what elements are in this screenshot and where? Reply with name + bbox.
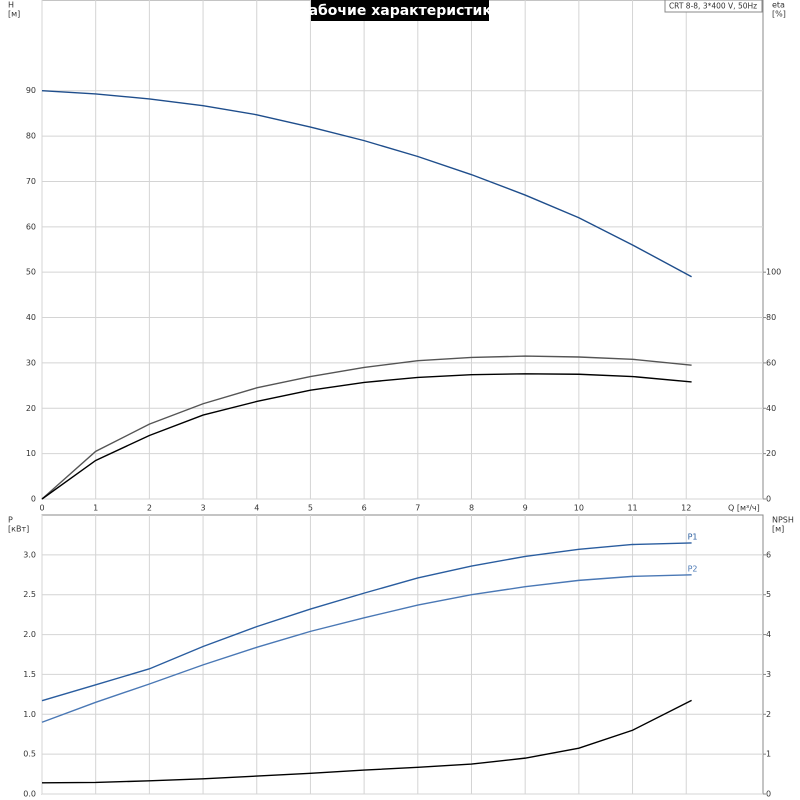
x-tick-label: 8 bbox=[469, 504, 474, 513]
y-axis-label: P bbox=[8, 516, 13, 525]
series-line bbox=[41, 574, 692, 723]
y-tick-label: 70 bbox=[26, 177, 36, 186]
chart-title: Рабочие характеристики bbox=[298, 3, 501, 19]
series-line bbox=[41, 542, 692, 702]
x-tick-label: 5 bbox=[308, 504, 313, 513]
y2-tick-label: 5 bbox=[766, 590, 771, 599]
y2-tick-label: 3 bbox=[766, 670, 771, 679]
y2-axis-label: eta bbox=[772, 1, 785, 10]
y-tick-label: 2.0 bbox=[23, 630, 36, 639]
y2-tick-label: 20 bbox=[766, 449, 776, 458]
y-axis-label: H bbox=[8, 1, 14, 10]
x-tick-label: 1 bbox=[93, 504, 98, 513]
x-tick-label: 9 bbox=[523, 504, 528, 513]
x-tick-label: 3 bbox=[201, 504, 206, 513]
x-axis-label: Q [м³/ч] bbox=[728, 504, 760, 513]
chart-note: CRT 8-8, 3*400 V, 50Hz bbox=[669, 2, 757, 11]
plot-area bbox=[41, 514, 764, 795]
y-axis-unit: [м] bbox=[8, 10, 20, 19]
series-label: P1 bbox=[688, 532, 698, 541]
y2-tick-label: 80 bbox=[766, 313, 776, 322]
y2-tick-label: 0 bbox=[766, 495, 771, 504]
title-box bbox=[311, 0, 489, 21]
y2-tick-label: 40 bbox=[766, 404, 776, 413]
y-tick-label: 20 bbox=[26, 404, 36, 413]
y-tick-label: 0.0 bbox=[23, 790, 36, 799]
x-tick-label: 0 bbox=[39, 504, 44, 513]
y2-axis-unit: [%] bbox=[772, 10, 786, 19]
y-tick-label: 0.5 bbox=[23, 750, 36, 759]
y2-axis-label: NPSH bbox=[772, 516, 794, 525]
y-tick-label: 2.5 bbox=[23, 590, 36, 599]
y2-tick-label: 1 bbox=[766, 750, 771, 759]
y-tick-label: 30 bbox=[26, 358, 36, 367]
x-tick-label: 12 bbox=[681, 504, 691, 513]
y-tick-label: 50 bbox=[26, 268, 36, 277]
y-tick-label: 90 bbox=[26, 86, 36, 95]
y-tick-label: 3.0 bbox=[23, 550, 36, 559]
y2-tick-label: 6 bbox=[766, 550, 771, 559]
y-tick-label: 60 bbox=[26, 222, 36, 231]
series-line bbox=[41, 355, 692, 500]
x-tick-label: 11 bbox=[627, 504, 637, 513]
y-tick-label: 80 bbox=[26, 132, 36, 141]
series-line bbox=[41, 373, 692, 500]
y-tick-label: 1.5 bbox=[23, 670, 36, 679]
series-line bbox=[41, 699, 692, 784]
x-tick-label: 6 bbox=[362, 504, 367, 513]
series-line bbox=[41, 90, 692, 278]
note-box bbox=[664, 0, 763, 13]
y-tick-label: 40 bbox=[26, 313, 36, 322]
y2-tick-label: 2 bbox=[766, 710, 771, 719]
x-tick-label: 4 bbox=[254, 504, 259, 513]
y2-tick-label: 0 bbox=[766, 790, 771, 799]
x-tick-label: 7 bbox=[415, 504, 420, 513]
y-tick-label: 1.0 bbox=[23, 710, 36, 719]
y2-axis-unit: [м] bbox=[772, 525, 784, 534]
y-axis-unit: [кВт] bbox=[8, 525, 29, 534]
series-label: P2 bbox=[688, 564, 698, 573]
y2-tick-label: 60 bbox=[766, 358, 776, 367]
y-tick-label: 0 bbox=[31, 495, 36, 504]
x-tick-label: 10 bbox=[574, 504, 584, 513]
plot-area bbox=[41, 0, 764, 500]
y2-tick-label: 100 bbox=[766, 268, 781, 277]
y2-tick-label: 4 bbox=[766, 630, 771, 639]
x-tick-label: 2 bbox=[147, 504, 152, 513]
y-tick-label: 10 bbox=[26, 449, 36, 458]
